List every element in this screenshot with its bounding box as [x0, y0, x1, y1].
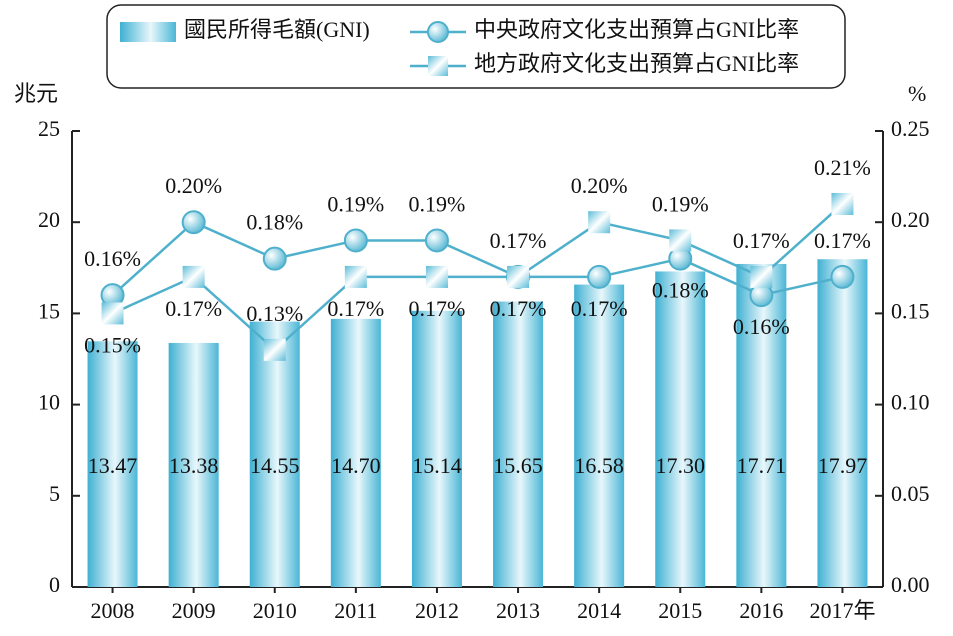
y2-tick-label: 0.10 — [891, 390, 930, 415]
y-tick-label: 15 — [38, 298, 60, 323]
legend-box — [106, 4, 846, 89]
marker — [424, 228, 449, 253]
bar-value-label: 13.38 — [169, 453, 219, 478]
legend-label: 地方政府文化支出預算占GNI比率 — [474, 51, 799, 76]
marker — [344, 265, 367, 288]
marker — [669, 229, 692, 252]
bar-value-label: 17.97 — [818, 453, 868, 478]
marker — [263, 338, 286, 361]
y2-tick-label: 0.05 — [891, 481, 930, 506]
y2-tick-label: 0.15 — [891, 298, 930, 323]
marker — [262, 246, 287, 271]
point-value-label: 0.17% — [165, 296, 222, 321]
bar — [168, 342, 219, 587]
legend-marker — [427, 21, 449, 43]
bar — [249, 321, 300, 587]
point-value-label: 0.17% — [409, 296, 466, 321]
legend-marker — [428, 56, 448, 76]
line — [112, 203, 844, 352]
marker — [507, 265, 530, 288]
point-value-label: 0.17% — [490, 228, 547, 253]
y2-tick-label: 0.00 — [891, 572, 930, 597]
marker — [181, 210, 206, 235]
y2-tick-label: 0.25 — [891, 116, 930, 141]
bar-value-label: 17.30 — [656, 453, 706, 478]
x-tick-label: 2012 — [415, 598, 459, 623]
point-value-label: 0.19% — [652, 191, 709, 216]
marker — [587, 264, 612, 289]
point-value-label: 0.13% — [246, 301, 303, 326]
marker — [343, 228, 368, 253]
bar — [655, 271, 706, 587]
x-tick-label: 2011 — [334, 598, 377, 623]
point-value-label: 0.17% — [814, 228, 871, 253]
legend-swatch — [120, 22, 176, 42]
bar — [330, 318, 381, 587]
point-value-label: 0.17% — [327, 296, 384, 321]
x-tick-label: 2009 — [172, 598, 216, 623]
line — [111, 220, 843, 297]
marker — [750, 265, 773, 288]
y2-tick-label: 0.20 — [891, 207, 930, 232]
point-value-label: 0.17% — [490, 296, 547, 321]
point-value-label: 0.21% — [814, 155, 871, 180]
x-tick-label: 2013 — [496, 598, 540, 623]
y-tick-label: 0 — [49, 572, 60, 597]
y-tick-label: 20 — [38, 207, 60, 232]
y-tick-label: 10 — [38, 390, 60, 415]
legend-label: 國民所得毛額(GNI) — [184, 17, 370, 42]
bar — [87, 341, 138, 587]
marker — [425, 265, 448, 288]
x-tick-label: 2016 — [739, 598, 783, 623]
y-tick-label: 5 — [49, 481, 60, 506]
x-tick-label: 2008 — [91, 598, 135, 623]
bar — [736, 263, 787, 587]
point-value-label: 0.18% — [246, 210, 303, 235]
bar — [817, 259, 868, 587]
point-value-label: 0.16% — [733, 314, 790, 339]
x-tick-label: 2010 — [253, 598, 297, 623]
y-tick-label: 25 — [38, 116, 60, 141]
point-value-label: 0.15% — [84, 332, 141, 357]
bar-value-label: 13.47 — [88, 453, 138, 478]
point-value-label: 0.19% — [327, 191, 384, 216]
marker — [831, 192, 854, 215]
x-tick-label: 2017年 — [809, 598, 875, 623]
point-value-label: 0.17% — [733, 228, 790, 253]
x-tick-label: 2014 — [577, 598, 621, 623]
point-value-label: 0.18% — [652, 278, 709, 303]
y-axis-label: 兆元 — [14, 81, 58, 106]
marker — [588, 211, 611, 234]
bar — [411, 310, 462, 587]
bar-value-label: 15.14 — [412, 453, 462, 478]
bar-value-label: 15.65 — [493, 453, 543, 478]
x-tick-label: 2015 — [658, 598, 702, 623]
bar-value-label: 17.71 — [737, 453, 787, 478]
bar — [493, 301, 544, 587]
point-value-label: 0.20% — [165, 173, 222, 198]
bar-value-label: 16.58 — [574, 453, 624, 478]
y2-axis-label: % — [908, 81, 926, 106]
bar-value-label: 14.70 — [331, 453, 381, 478]
bar-value-label: 14.55 — [250, 453, 300, 478]
point-value-label: 0.20% — [571, 173, 628, 198]
marker — [182, 265, 205, 288]
marker — [101, 302, 124, 325]
bar — [574, 284, 625, 587]
point-value-label: 0.17% — [571, 296, 628, 321]
legend-label: 中央政府文化支出預算占GNI比率 — [474, 17, 799, 42]
point-value-label: 0.16% — [84, 246, 141, 271]
marker — [830, 264, 855, 289]
point-value-label: 0.19% — [409, 191, 466, 216]
